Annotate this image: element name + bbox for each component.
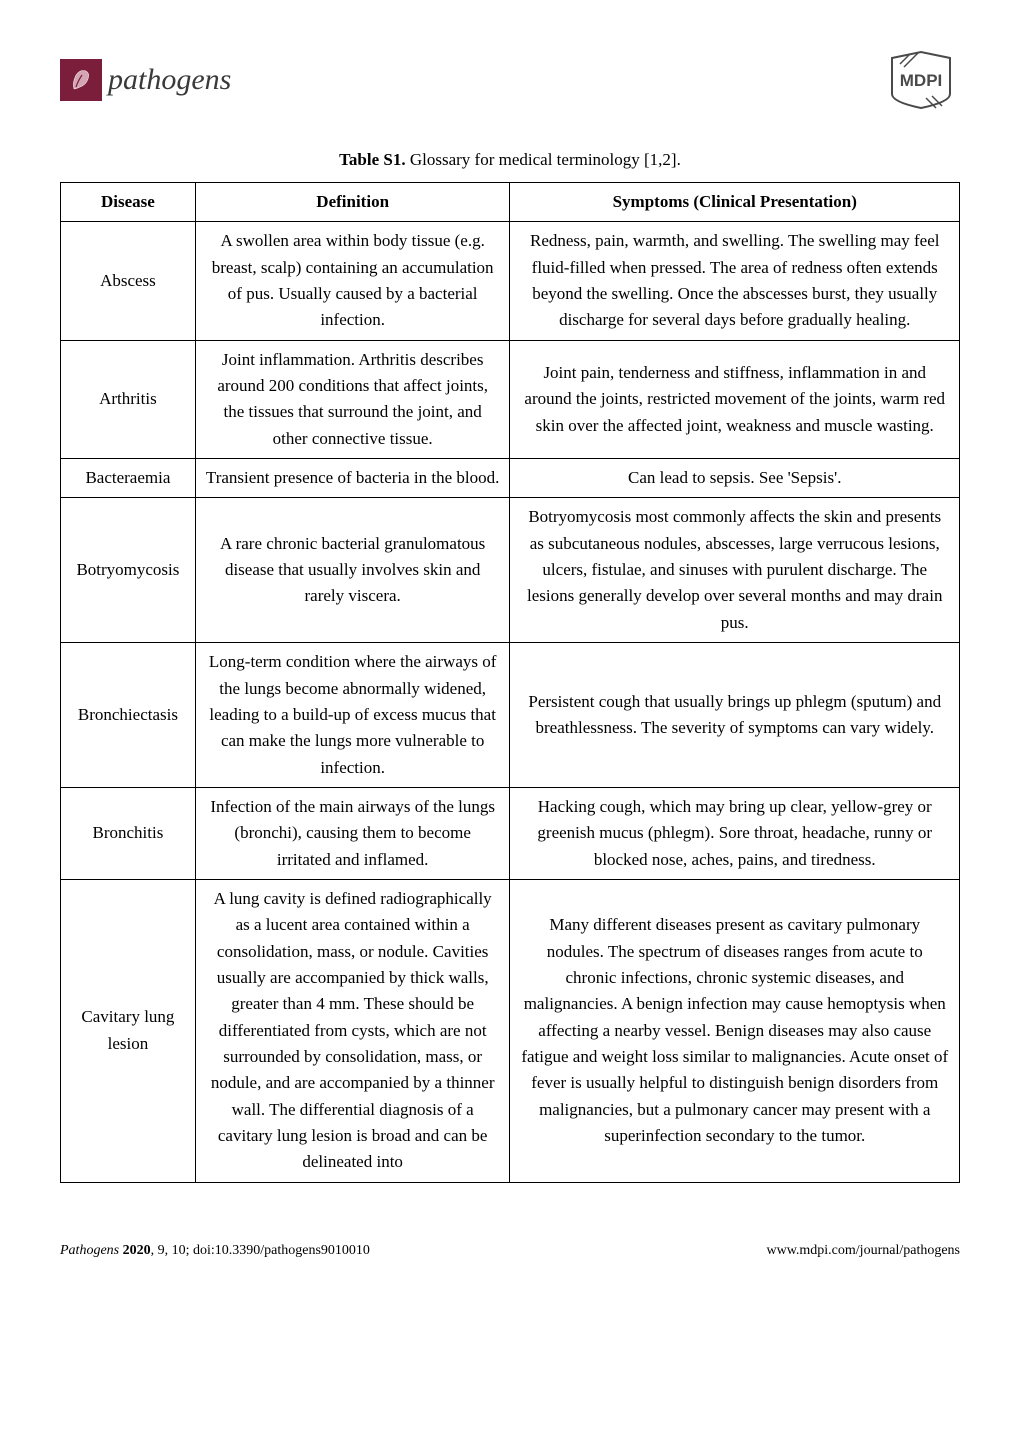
cell-definition: A lung cavity is defined radiographicall… <box>195 879 510 1182</box>
cell-disease: Cavitary lung lesion <box>61 879 196 1182</box>
table-row: BronchiectasisLong-term condition where … <box>61 643 960 788</box>
footer-citation: , 9, 10; doi:10.3390/pathogens9010010 <box>151 1243 370 1258</box>
footer-journal: Pathogens <box>60 1243 123 1258</box>
cell-symptoms: Can lead to sepsis. See 'Sepsis'. <box>510 459 960 498</box>
mdpi-logo: MDPI <box>882 50 960 110</box>
caption-bold: Table S1. <box>339 150 405 169</box>
table-row: BotryomycosisA rare chronic bacterial gr… <box>61 498 960 643</box>
cell-symptoms: Redness, pain, warmth, and swelling. The… <box>510 222 960 340</box>
table-row: BacteraemiaTransient presence of bacteri… <box>61 459 960 498</box>
header-disease: Disease <box>61 183 196 222</box>
cell-definition: Long-term condition where the airways of… <box>195 643 510 788</box>
cell-definition: Joint inflammation. Arthritis describes … <box>195 340 510 458</box>
header-symptoms: Symptoms (Clinical Presentation) <box>510 183 960 222</box>
table-caption: Table S1. Glossary for medical terminolo… <box>60 150 960 170</box>
cell-symptoms: Botryomycosis most commonly affects the … <box>510 498 960 643</box>
table-row: ArthritisJoint inflammation. Arthritis d… <box>61 340 960 458</box>
table-row: BronchitisInfection of the main airways … <box>61 787 960 879</box>
table-row: Cavitary lung lesionA lung cavity is def… <box>61 879 960 1182</box>
glossary-table: Disease Definition Symptoms (Clinical Pr… <box>60 182 960 1183</box>
table-body: AbscessA swollen area within body tissue… <box>61 222 960 1182</box>
cell-symptoms: Persistent cough that usually brings up … <box>510 643 960 788</box>
table-header-row: Disease Definition Symptoms (Clinical Pr… <box>61 183 960 222</box>
cell-disease: Botryomycosis <box>61 498 196 643</box>
footer-right: www.mdpi.com/journal/pathogens <box>766 1243 960 1259</box>
cell-symptoms: Hacking cough, which may bring up clear,… <box>510 787 960 879</box>
header-logos: pathogens MDPI <box>60 50 960 110</box>
cell-definition: Transient presence of bacteria in the bl… <box>195 459 510 498</box>
caption-rest: Glossary for medical terminology [1,2]. <box>406 150 681 169</box>
mdpi-text: MDPI <box>900 71 943 90</box>
footer-left: Pathogens 2020, 9, 10; doi:10.3390/patho… <box>60 1243 370 1259</box>
pathogens-logo: pathogens <box>60 59 231 101</box>
cell-disease: Bronchiectasis <box>61 643 196 788</box>
cell-definition: A rare chronic bacterial granulomatous d… <box>195 498 510 643</box>
table-row: AbscessA swollen area within body tissue… <box>61 222 960 340</box>
cell-disease: Bacteraemia <box>61 459 196 498</box>
cell-symptoms: Many different diseases present as cavit… <box>510 879 960 1182</box>
pathogens-icon <box>60 59 102 101</box>
cell-disease: Bronchitis <box>61 787 196 879</box>
cell-disease: Arthritis <box>61 340 196 458</box>
cell-symptoms: Joint pain, tenderness and stiffness, in… <box>510 340 960 458</box>
footer-year: 2020 <box>123 1243 151 1258</box>
cell-definition: Infection of the main airways of the lun… <box>195 787 510 879</box>
cell-definition: A swollen area within body tissue (e.g. … <box>195 222 510 340</box>
page-footer: Pathogens 2020, 9, 10; doi:10.3390/patho… <box>60 1243 960 1259</box>
header-definition: Definition <box>195 183 510 222</box>
cell-disease: Abscess <box>61 222 196 340</box>
pathogens-text: pathogens <box>108 63 231 97</box>
